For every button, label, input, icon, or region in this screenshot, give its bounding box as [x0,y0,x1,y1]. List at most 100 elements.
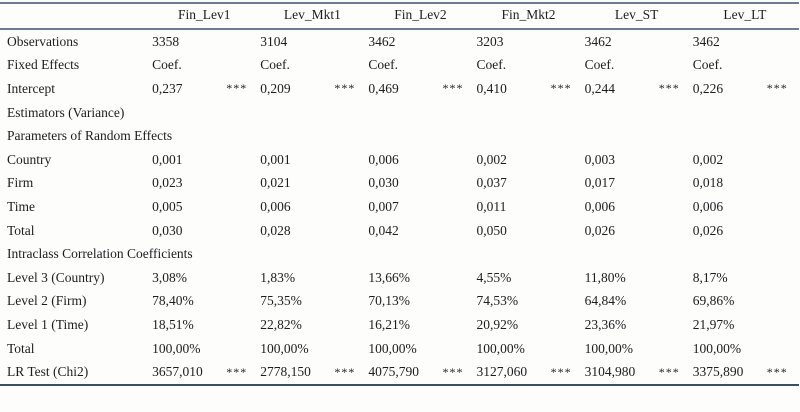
row-label: Total [7,340,35,356]
cell-significance-stars: *** [766,81,788,96]
cell-value: 100,00% [692,340,742,356]
cell-value: 0,005 [152,198,183,214]
section-row: Estimators (Variance) [0,101,799,125]
cell-value: 0,017 [584,175,615,191]
cell-value: 11,80% [584,269,626,285]
cell-value: 0,037 [476,175,507,191]
cell-significance-stars: *** [766,364,788,379]
cell-significance-stars [537,29,583,54]
column-header-lev-lt: Lev_LT [690,3,799,30]
cell-value: 100,00% [476,340,525,356]
cell-value: 0,006 [260,198,291,214]
cell-value: 3462 [584,33,612,49]
cell-significance-stars [212,266,258,290]
row-label: Level 1 (Time) [7,316,89,332]
cell-value: 0,007 [368,198,399,214]
cell-significance-stars [428,290,474,314]
table-row: LR Test (Chi2) 3657,010 *** 2778,150 *** 4075… [0,360,799,385]
cell-value: 16,21% [368,316,411,332]
cell-significance-stars: *** [550,364,572,379]
cell-significance-stars: *** [226,364,248,379]
cell-value: 3375,890 [692,364,744,380]
cell-significance-stars [753,219,799,243]
cell-significance-stars [537,219,583,243]
table-row: Level 2 (Firm) 78,40% 75,35% 70,13% 74,53% 64… [0,290,799,314]
cell-significance-stars [320,290,366,314]
cell-value: Coef. [476,57,507,73]
cell-value: 0,226 [692,80,724,96]
cell-value: 3104,980 [584,364,636,380]
cell-value: 4,55% [476,269,512,285]
cell-value: 100,00% [368,340,417,356]
cell-significance-stars [753,148,799,172]
cell-significance-stars [428,313,474,337]
cell-significance-stars [428,219,474,243]
cell-value: 78,40% [152,293,194,309]
cell-significance-stars [645,266,691,290]
cell-value: 0,469 [368,80,399,96]
cell-value: 3127,060 [476,364,528,380]
section-row: Parameters of Random Effects [0,124,799,148]
table-row: Time 0,005 0,006 0,007 0,011 0,006 0,006 [0,195,799,219]
cell-value: 3657,010 [152,364,203,380]
cell-significance-stars [320,148,366,172]
cell-value: 0,001 [260,151,291,167]
cell-significance-stars [428,29,474,54]
column-header-lev-mkt1: Lev_Mkt1 [258,3,367,30]
cell-significance-stars [753,195,799,219]
cell-significance-stars [645,54,691,78]
column-header-fin-lev1: Fin_Lev1 [150,3,259,30]
row-label: Total [7,222,35,238]
cell-significance-stars [537,172,583,196]
cell-significance-stars: *** [334,81,356,96]
table-row: Country 0,001 0,001 0,006 0,002 0,003 0,002 [0,148,799,172]
cell-value: 0,011 [476,198,507,214]
row-label: Firm [7,175,34,191]
cell-significance-stars [320,219,366,243]
table-row: Fixed Effects Coef. Coef. Coef. Coef. Coef. Co… [0,54,799,78]
cell-significance-stars: *** [550,81,572,96]
cell-significance-stars [753,313,799,337]
cell-value: 0,021 [260,175,291,191]
cell-significance-stars [537,337,583,361]
cell-value: 0,002 [692,151,724,167]
cell-value: 0,003 [584,151,615,167]
cell-significance-stars [753,337,799,361]
cell-significance-stars [428,195,474,219]
cell-significance-stars [537,290,583,314]
cell-value: 3462 [368,33,396,49]
cell-significance-stars [428,266,474,290]
cell-value: 0,050 [476,222,507,238]
cell-significance-stars [212,313,258,337]
cell-value: 3104 [260,33,288,49]
row-label: Level 3 (Country) [7,269,105,285]
cell-significance-stars [753,172,799,196]
table-row: Level 3 (Country) 3,08% 1,83% 13,66% 4,55% 11… [0,266,799,290]
cell-significance-stars [537,195,583,219]
cell-significance-stars [645,172,691,196]
cell-significance-stars: *** [442,364,464,379]
cell-value: 20,92% [476,316,519,332]
table-row: Total 100,00% 100,00% 100,00% 100,00% 100,00%… [0,337,799,361]
column-header-fin-mkt2: Fin_Mkt2 [474,3,583,30]
table-row: Total 0,030 0,028 0,042 0,050 0,026 0,026 [0,219,799,243]
cell-value: 0,006 [584,198,615,214]
cell-significance-stars [320,337,366,361]
cell-value: 23,36% [584,316,627,332]
cell-value: 0,237 [152,80,183,96]
row-label: Time [7,198,36,214]
cell-value: 0,410 [476,80,507,96]
cell-significance-stars [428,148,474,172]
cell-significance-stars [537,266,583,290]
cell-value: 18,51% [152,316,194,332]
column-header-lev-st: Lev_ST [582,3,691,30]
cell-value: 74,53% [476,293,519,309]
cell-value: 100,00% [260,340,309,356]
row-label: Intercept [7,80,55,96]
cell-value: 0,042 [368,222,399,238]
cell-value: 0,026 [692,222,724,238]
cell-significance-stars [212,148,258,172]
cell-value: Coef. [692,57,723,73]
cell-value: Coef. [152,57,182,73]
